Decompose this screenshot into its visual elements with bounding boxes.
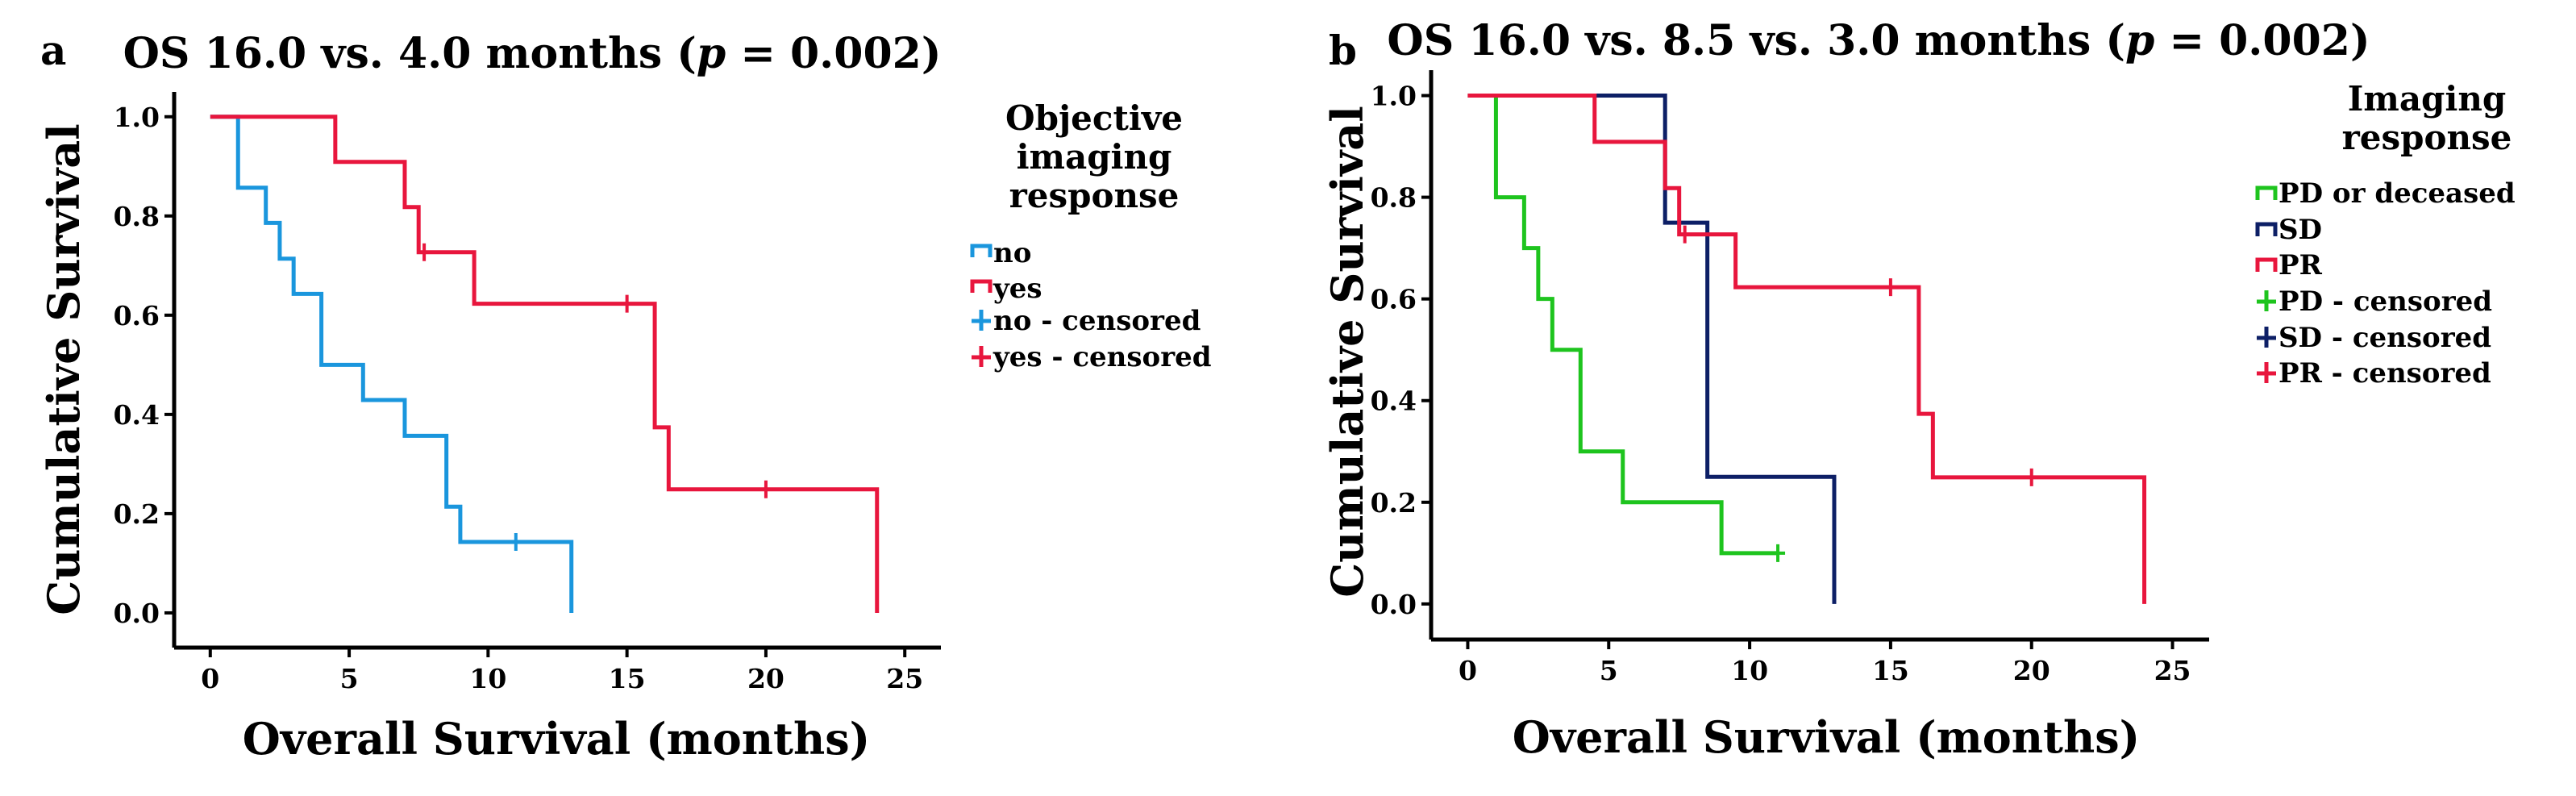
panel-b-xtick-label: 25 — [2154, 655, 2191, 686]
panel-b-legend-pd-swatch — [2255, 185, 2278, 200]
panel-a-legend-yes-censored-label: yes - censored — [993, 341, 1212, 373]
panel-b-x-ticks: 0 5 10 15 20 25 — [1459, 640, 2191, 686]
panel-b-legend-sd-label: SD — [2278, 214, 2322, 246]
panel-a-legend-title-line: response — [1009, 176, 1180, 215]
panel-a-series-no-curve — [210, 115, 574, 613]
panel-a-legend-no-swatch — [970, 244, 993, 257]
panel-a: a OS 16.0 vs. 4.0 months (p = 0.002) 0.0… — [38, 27, 1212, 765]
panel-a-xtick-label: 0 — [201, 663, 219, 694]
panel-b-x-axis-label: Overall Survival (months) — [1513, 711, 2140, 763]
panel-b-legend-sd-censored-swatch — [2257, 327, 2276, 348]
panel-b-legend-pd-label: PD or deceased — [2278, 177, 2516, 210]
panel-a-ytick-label: 0.4 — [114, 399, 160, 431]
panel-a-legend-no-censored-swatch — [972, 310, 991, 331]
panel-b-legend-title-line: Imaging — [2348, 79, 2507, 119]
panel-b-censor-marks-pd — [1771, 544, 1786, 562]
panel-a-title: OS 16.0 vs. 4.0 months (p = 0.002) — [123, 29, 942, 78]
panel-a-legend-no-label: no — [993, 237, 1031, 269]
panel-b-legend-pr-censored-swatch — [2257, 362, 2276, 383]
panel-a-title-p: p — [697, 29, 726, 78]
panel-b-y-ticks: 0.0 0.2 0.4 0.6 0.8 1.0 — [1371, 81, 1431, 620]
panel-a-ytick-label: 0.6 — [114, 300, 160, 331]
panel-b-xtick-label: 5 — [1600, 655, 1618, 686]
panel-b-series-pd-curve — [1467, 94, 1779, 556]
panel-b-legend-pr-label: PR — [2278, 249, 2323, 281]
panel-a-letter: a — [40, 27, 66, 74]
panel-a-ytick-label: 0.8 — [114, 201, 160, 232]
panel-b-censor-marks-pr — [1677, 225, 2039, 486]
panel-a-censor-marks-yes — [417, 243, 773, 498]
panel-a-legend: Objective imaging response no yes no - c… — [970, 98, 1212, 373]
panel-a-xtick-label: 25 — [886, 663, 923, 694]
panel-b-title-p: p — [2125, 16, 2154, 65]
panel-b-legend-title-line: response — [2342, 118, 2512, 157]
panel-b-y-axis-label: Cumulative Survival — [1321, 106, 1373, 598]
panel-a-xtick-label: 5 — [340, 663, 359, 694]
panel-b-curves — [1467, 94, 2147, 604]
panel-a-legend-title-line: Objective — [1005, 98, 1183, 138]
panel-a-y-axis-label: Cumulative Survival — [38, 123, 89, 615]
panel-a-ytick-label: 1.0 — [114, 102, 160, 133]
panel-a-x-axis-label: Overall Survival (months) — [243, 713, 870, 765]
panel-a-legend-no-censored-label: no - censored — [993, 305, 1201, 337]
panel-a-series-yes-curve — [210, 115, 880, 613]
panel-b-legend-sd-censored-label: SD - censored — [2278, 322, 2491, 354]
panel-b-xtick-label: 0 — [1459, 655, 1477, 686]
panel-b-ytick-label: 0.6 — [1371, 284, 1417, 315]
panel-a-title-prefix: OS 16.0 vs. 4.0 months ( — [123, 29, 697, 78]
panel-b-letter: b — [1329, 27, 1357, 74]
panel-b-title-suffix: = 0.002) — [2154, 16, 2370, 65]
panel-b-legend: Imaging response PD or deceased SD PR PD… — [2255, 79, 2516, 390]
panel-a-y-ticks: 0.0 0.2 0.4 0.6 0.8 1.0 — [114, 102, 174, 629]
panel-a-legend-yes-label: yes — [993, 273, 1042, 305]
panel-a-legend-yes-censored-swatch — [972, 346, 991, 367]
panel-a-xtick-label: 10 — [469, 663, 506, 694]
panel-b-legend-pr-censored-label: PR - censored — [2278, 357, 2491, 390]
panel-a-ytick-label: 0.2 — [114, 498, 160, 530]
panel-b-legend-pr-swatch — [2255, 257, 2278, 272]
panel-b-ytick-label: 0.4 — [1371, 385, 1417, 417]
panel-b-series-sd-curve — [1467, 94, 1837, 604]
panel-b-ytick-label: 0.2 — [1371, 487, 1417, 519]
panel-a-censor-marks — [417, 243, 773, 551]
panel-b-ytick-label: 0.0 — [1371, 589, 1417, 620]
panel-b-ytick-label: 0.8 — [1371, 182, 1417, 214]
panel-b: b OS 16.0 vs. 8.5 vs. 3.0 months (p = 0.… — [1321, 16, 2516, 763]
panel-a-xtick-label: 15 — [609, 663, 646, 694]
panel-b-legend-sd-swatch — [2255, 222, 2278, 236]
panel-b-xtick-label: 15 — [1872, 655, 1909, 686]
panel-a-legend-yes-swatch — [970, 279, 993, 293]
panel-a-xtick-label: 20 — [747, 663, 784, 694]
panel-b-xtick-label: 20 — [2013, 655, 2050, 686]
panel-a-censor-marks-no — [508, 532, 523, 551]
panel-b-title-prefix: OS 16.0 vs. 8.5 vs. 3.0 months ( — [1387, 16, 2125, 65]
panel-b-censor-marks — [1677, 225, 2039, 562]
panel-b-series-pr-curve — [1467, 94, 2147, 604]
panel-b-xtick-label: 10 — [1731, 655, 1768, 686]
panel-b-legend-pd-censored-swatch — [2257, 290, 2276, 311]
panel-a-title-suffix: = 0.002) — [726, 29, 941, 78]
panel-a-legend-title-line: imaging — [1017, 137, 1172, 177]
panel-b-title: OS 16.0 vs. 8.5 vs. 3.0 months (p = 0.00… — [1387, 16, 2370, 65]
panel-a-curves — [210, 115, 880, 613]
panel-a-x-ticks: 0 5 10 15 20 25 — [201, 648, 923, 694]
panel-a-ytick-label: 0.0 — [114, 598, 160, 629]
panel-b-legend-pd-censored-label: PD - censored — [2278, 285, 2492, 318]
panel-b-ytick-label: 1.0 — [1371, 81, 1417, 112]
